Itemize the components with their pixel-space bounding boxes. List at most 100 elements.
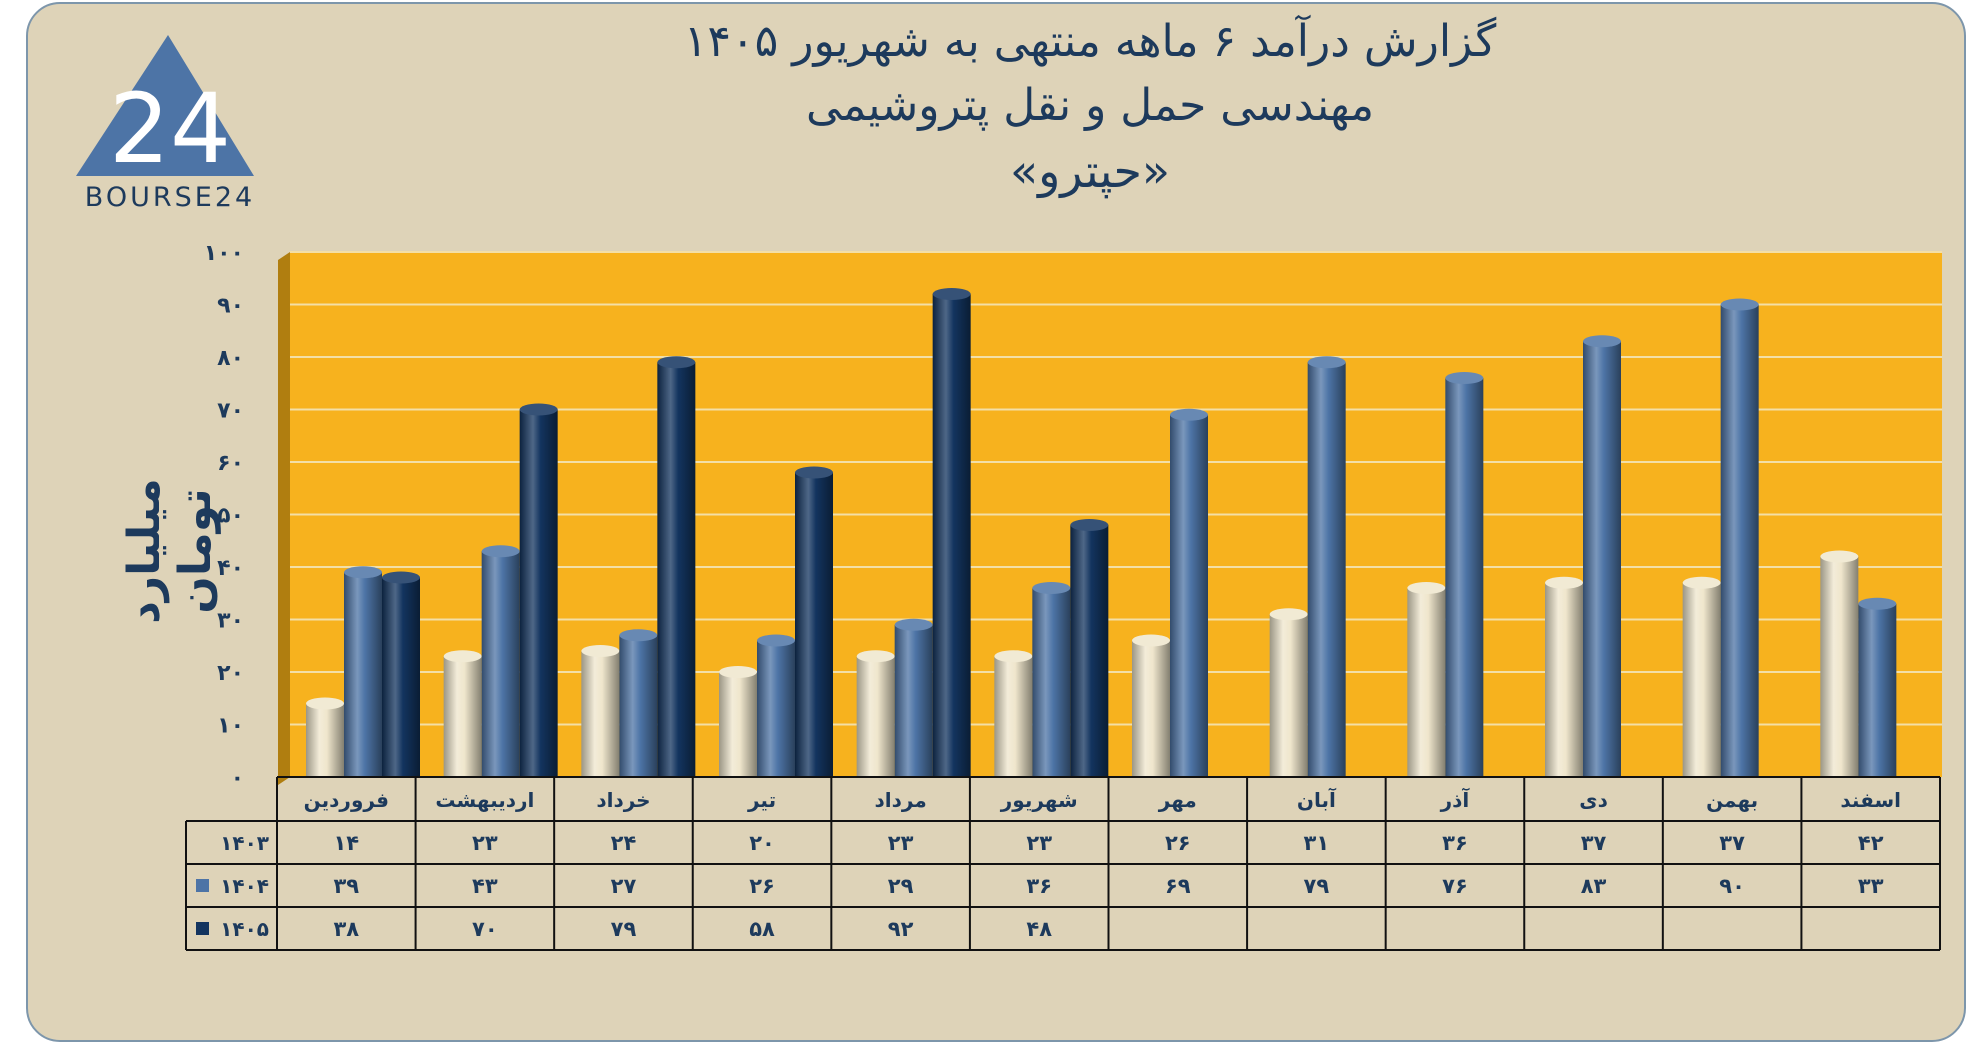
legend-series-name: ۱۴۰۵ (220, 917, 269, 941)
y-tick-label: ۲۰ (217, 661, 244, 686)
y-tick-label: ۴۰ (217, 556, 244, 581)
data-label: ۸۳ (1581, 874, 1607, 898)
legend-series-name: ۱۴۰۳ (220, 831, 269, 855)
bar (1858, 603, 1897, 777)
data-label: ۳۶ (1442, 831, 1468, 855)
bar-top-cap (344, 566, 382, 579)
y-tick-label: ۸۰ (217, 346, 244, 371)
bar (657, 362, 696, 777)
bar (1682, 582, 1721, 777)
legend-series-name: ۱۴۰۴ (220, 874, 269, 898)
bar-top-cap (382, 571, 420, 584)
logo-mark: 24 (109, 73, 231, 180)
data-label: ۵۸ (749, 917, 775, 941)
y-tick-label: ۳۰ (217, 609, 244, 634)
data-label: ۳۱ (1304, 831, 1330, 855)
logo-triangle (76, 35, 254, 176)
bar (306, 703, 344, 777)
data-label: ۲۹ (888, 874, 914, 898)
x-tick-label: مهر (1158, 788, 1197, 812)
data-label: ۷۶ (1442, 874, 1468, 898)
x-tick-label: شهریور (1000, 788, 1078, 812)
x-tick-label: دی (1579, 788, 1608, 812)
bar-top-cap (932, 288, 971, 300)
y-tick-label: ۱۰ (217, 714, 244, 739)
bar-top-cap (1583, 335, 1621, 348)
bar (1170, 414, 1208, 777)
bar-top-cap (657, 356, 696, 369)
y-tick-label: ۵۰ (217, 504, 244, 529)
bar (894, 624, 933, 777)
data-label: ۳۷ (1719, 831, 1745, 855)
bar (581, 651, 620, 777)
plot-side-wall (278, 252, 290, 785)
bar (1032, 588, 1071, 777)
bar-top-cap (306, 697, 344, 710)
bar (1307, 362, 1346, 777)
y-tick-label: ۱۰۰ (204, 241, 244, 266)
bar-top-cap (757, 634, 795, 647)
bar (519, 409, 558, 777)
bourse24-logo: 24 (76, 35, 254, 180)
bar (382, 577, 420, 777)
y-tick-label: ۷۰ (217, 399, 244, 424)
data-label: ۳۶ (1026, 874, 1052, 898)
bar-top-cap (1132, 634, 1170, 647)
data-label: ۲۷ (611, 874, 637, 898)
bar-top-cap (519, 403, 558, 416)
data-label: ۶۹ (1165, 874, 1191, 898)
bar-top-cap (1820, 550, 1859, 563)
bar-top-cap (994, 650, 1033, 663)
x-tick-label: خرداد (596, 788, 650, 812)
y-tick-label: ۹۰ (217, 294, 244, 319)
data-label: ۷۰ (472, 917, 498, 941)
bar-top-cap (1407, 582, 1446, 594)
data-label: ۱۴ (333, 831, 359, 855)
bar-top-cap (481, 545, 520, 558)
bar-top-cap (1307, 356, 1346, 369)
x-tick-label: بهمن (1706, 788, 1758, 812)
data-label: ۲۳ (1026, 831, 1052, 855)
data-label: ۴۲ (1858, 831, 1884, 855)
bar-top-cap (1269, 608, 1308, 621)
chart-title-line2: مهندسی حمل و نقل پتروشیمی (805, 80, 1375, 131)
legend-key (196, 922, 209, 935)
y-tick-label: ۰ (231, 766, 244, 791)
data-label: ۷۹ (1304, 874, 1330, 898)
bar-top-cap (1858, 597, 1897, 610)
bar (1269, 614, 1308, 777)
bar-top-cap (1545, 576, 1583, 589)
data-label: ۲۳ (472, 831, 498, 855)
bar (1070, 525, 1109, 777)
bar (481, 551, 520, 777)
data-label: ۷۹ (611, 917, 637, 941)
bar (443, 656, 482, 777)
bar (344, 572, 382, 777)
bar (1720, 304, 1759, 777)
data-label: ۲۶ (749, 874, 775, 898)
bar-top-cap (894, 618, 933, 631)
bar (856, 656, 895, 777)
bar-top-cap (1445, 372, 1484, 384)
y-tick-label: ۶۰ (217, 451, 244, 476)
bar (757, 640, 795, 777)
data-label: ۳۷ (1581, 831, 1607, 855)
data-label: ۲۶ (1165, 831, 1191, 855)
bar (994, 656, 1033, 777)
chart-title-line3: «حپترو» (1009, 144, 1171, 198)
data-label: ۳۹ (333, 874, 359, 898)
bar (1545, 582, 1583, 777)
data-label: ۳۳ (1858, 874, 1884, 898)
data-label: ۴۳ (472, 874, 498, 898)
bar (932, 294, 971, 777)
bar-top-cap (856, 650, 895, 663)
data-label: ۹۰ (1719, 874, 1745, 898)
bar-top-cap (1720, 298, 1759, 311)
x-tick-label: اردیبهشت (435, 788, 534, 812)
bar (795, 472, 833, 777)
bar (719, 672, 757, 777)
data-label: ۲۳ (888, 831, 914, 855)
legend-key (196, 879, 209, 892)
